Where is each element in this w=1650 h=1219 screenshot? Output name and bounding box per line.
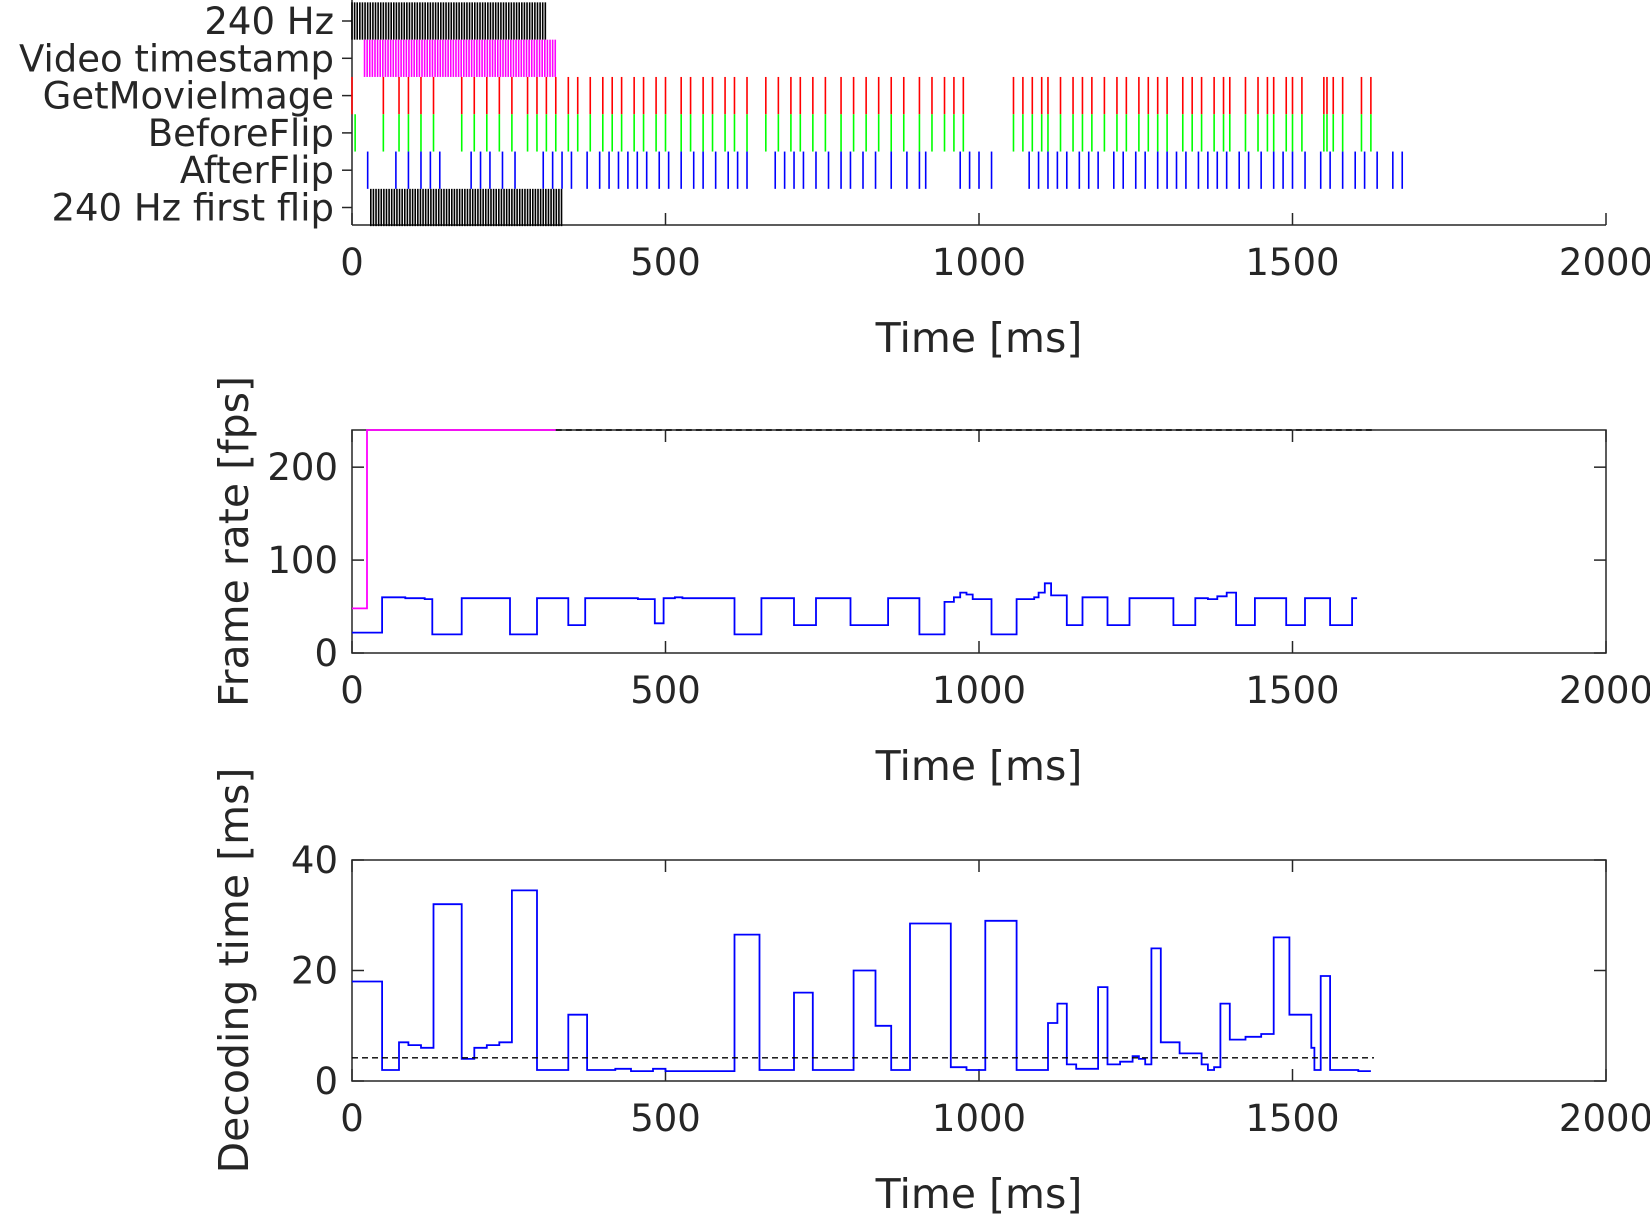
- x-tick-label: 500: [630, 241, 701, 284]
- row-events: [351, 76, 1372, 115]
- x-tick-label: 1000: [932, 1097, 1026, 1140]
- plot-frame: [351, 429, 1607, 654]
- y-axis-label: Frame rate [fps]: [210, 376, 258, 707]
- x-tick-label: 2000: [1559, 669, 1650, 712]
- x-tick-label: 1500: [1245, 241, 1339, 284]
- row-label: 240 Hz first flip: [51, 187, 334, 230]
- x-tick-label: 0: [340, 241, 364, 284]
- x-axis-label: Time [ms]: [875, 314, 1083, 362]
- row-label: AfterFlip: [180, 149, 334, 192]
- x-axis-label: Time [ms]: [875, 742, 1083, 790]
- row-events: [370, 188, 563, 227]
- row-events: [354, 114, 1372, 152]
- x-tick-label: 500: [630, 669, 701, 712]
- row-label: BeforeFlip: [148, 112, 334, 155]
- x-tick-label: 0: [340, 669, 364, 712]
- series-line: [352, 889, 1371, 1072]
- plot-frame: [351, 859, 1607, 1082]
- x-tick-label: 2000: [1559, 1097, 1650, 1140]
- row-label: 240 Hz: [204, 0, 334, 43]
- y-tick-label: 0: [314, 632, 338, 675]
- series-line: [352, 429, 556, 610]
- x-tick-label: 1000: [932, 241, 1026, 284]
- y-tick-label: 40: [291, 839, 338, 882]
- y-axis-label: Decoding time [ms]: [210, 768, 258, 1174]
- row-label: Video timestamp: [19, 37, 334, 80]
- x-tick-label: 1500: [1245, 1097, 1339, 1140]
- x-tick-label: 500: [630, 1097, 701, 1140]
- y-tick-label: 100: [267, 539, 338, 582]
- row-events: [363, 39, 557, 77]
- row-label: GetMovieImage: [43, 75, 334, 118]
- row-events: [351, 2, 547, 40]
- y-tick-label: 200: [267, 446, 338, 489]
- row-events: [366, 151, 1404, 189]
- x-tick-label: 1000: [932, 669, 1026, 712]
- y-tick-label: 0: [314, 1060, 338, 1103]
- x-axis-label: Time [ms]: [875, 1170, 1083, 1218]
- y-tick-label: 20: [291, 950, 338, 993]
- x-tick-label: 2000: [1559, 241, 1650, 284]
- x-tick-label: 0: [340, 1097, 364, 1140]
- series-line: [352, 582, 1358, 636]
- x-tick-label: 1500: [1245, 669, 1339, 712]
